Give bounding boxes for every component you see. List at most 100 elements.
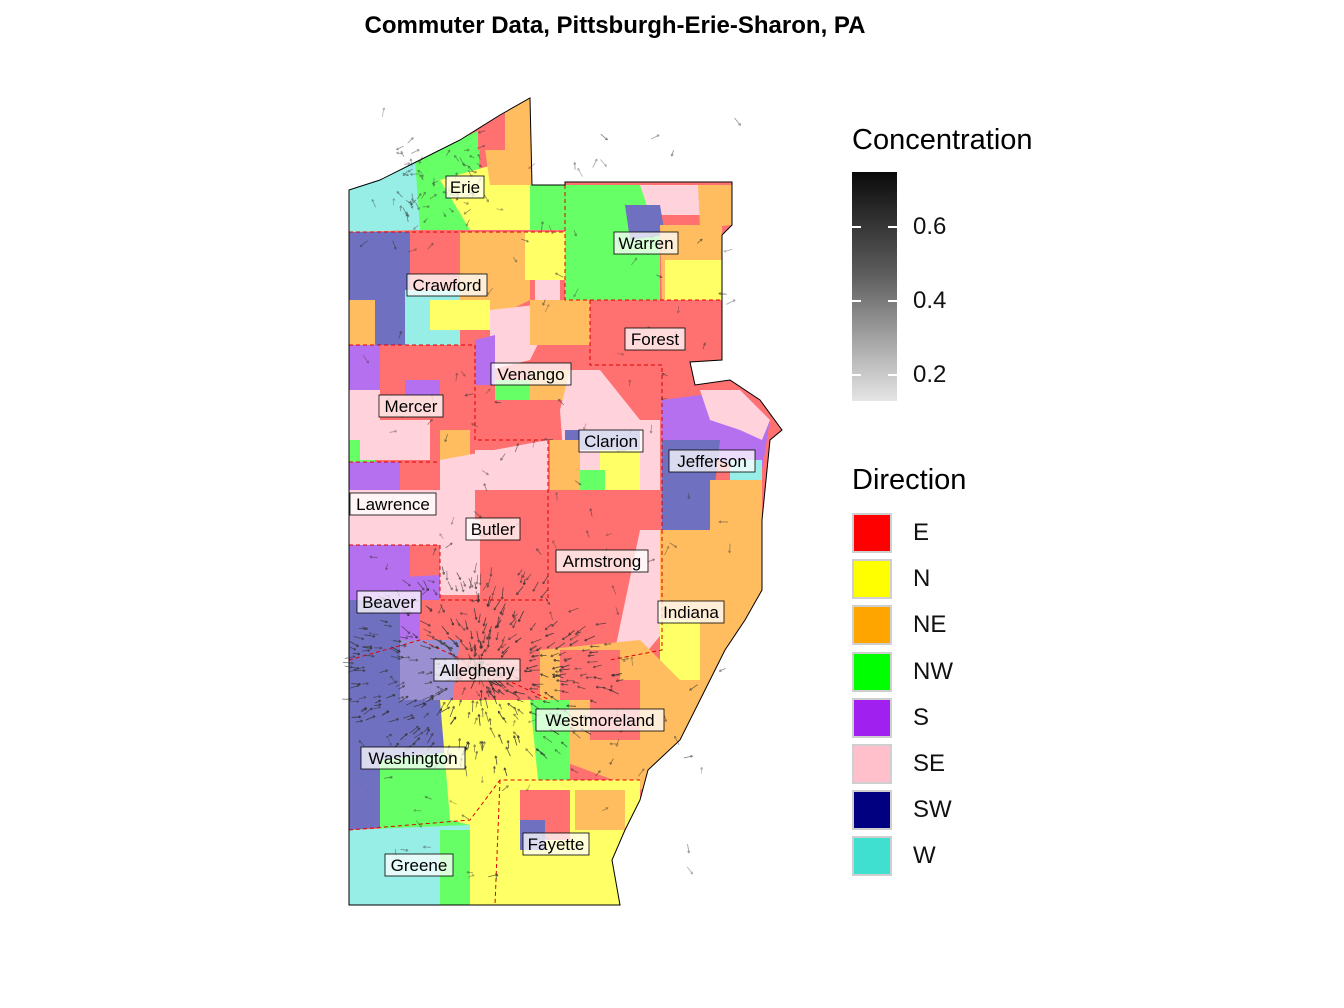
commute-arrow	[463, 208, 472, 215]
commute-arrow	[566, 704, 577, 708]
commute-arrow	[551, 620, 558, 627]
commute-arrow	[349, 641, 359, 647]
commute-arrow	[696, 238, 703, 244]
commute-arrow	[421, 191, 426, 199]
commute-arrow	[489, 727, 496, 738]
commute-arrow	[432, 177, 436, 187]
commute-arrow	[460, 582, 465, 593]
commute-arrow	[350, 700, 360, 703]
commute-arrow	[565, 679, 575, 683]
commute-arrow	[683, 754, 693, 759]
colorbar-tick-label: 0.6	[913, 213, 947, 240]
commute-arrow	[455, 618, 461, 627]
commute-arrow	[544, 691, 553, 699]
commute-arrow	[406, 699, 418, 706]
commute-arrow	[595, 685, 606, 689]
direction-key-e	[852, 513, 892, 553]
commute-arrow	[465, 219, 470, 227]
county-label-armstrong: Armstrong	[555, 549, 649, 573]
commute-arrow	[718, 292, 727, 296]
commute-arrow	[412, 633, 418, 639]
commute-arrow	[561, 690, 569, 694]
commute-arrow	[628, 379, 632, 387]
commute-arrow	[512, 620, 517, 629]
county-label-fayette: Fayette	[522, 832, 590, 856]
commute-arrow	[415, 202, 420, 211]
commute-arrow	[587, 654, 595, 658]
commute-arrow	[505, 746, 511, 757]
commute-arrow	[516, 698, 524, 703]
commute-arrow	[485, 388, 491, 394]
commute-arrow	[358, 740, 365, 747]
commute-arrow	[610, 673, 621, 677]
commute-arrow	[577, 167, 583, 177]
commute-arrow	[409, 725, 419, 734]
commute-arrow	[728, 543, 732, 554]
commute-arrow	[365, 715, 376, 721]
commute-arrow	[506, 682, 514, 688]
commute-arrow	[572, 680, 580, 684]
svg-text:Mercer: Mercer	[385, 397, 438, 416]
commute-arrow	[602, 807, 609, 812]
commute-arrow	[482, 634, 486, 644]
commute-arrow	[437, 604, 443, 614]
commute-arrow	[422, 845, 431, 849]
commute-arrow	[526, 573, 532, 581]
commute-arrow	[615, 607, 620, 616]
commute-arrow	[574, 480, 582, 486]
commute-arrow	[479, 740, 483, 752]
svg-text:Clarion: Clarion	[584, 432, 638, 451]
commute-arrow	[374, 646, 383, 650]
commute-arrow	[609, 758, 614, 765]
svg-text:Greene: Greene	[391, 856, 448, 875]
commute-arrow	[550, 652, 559, 658]
commute-arrow	[402, 579, 411, 587]
commute-arrow	[458, 699, 462, 706]
commute-arrow	[466, 870, 474, 874]
concentration-legend-title: Concentration	[852, 124, 1033, 156]
commute-arrow	[417, 170, 423, 174]
commute-arrow	[553, 658, 560, 662]
commute-arrow	[363, 707, 373, 716]
commute-arrow	[471, 423, 479, 428]
commute-arrow	[413, 809, 422, 812]
county-label-erie: Erie	[445, 175, 485, 199]
commute-arrow	[449, 800, 457, 805]
commute-arrow	[396, 191, 403, 198]
commute-arrow	[430, 692, 441, 699]
commute-arrow	[544, 623, 552, 631]
commute-arrow	[402, 172, 409, 177]
commute-arrow	[424, 795, 432, 800]
commute-arrow	[500, 643, 507, 649]
commute-arrow	[480, 776, 484, 784]
commute-arrow	[517, 708, 524, 715]
commute-arrow	[542, 575, 549, 585]
commute-arrow	[469, 641, 473, 652]
county-label-forest: Forest	[624, 327, 686, 351]
commute-arrow	[617, 656, 626, 662]
commute-arrow	[362, 355, 370, 364]
commute-arrow	[552, 665, 563, 670]
commute-arrow	[410, 172, 420, 176]
commute-arrow	[463, 201, 469, 205]
commute-arrow	[661, 372, 668, 377]
commute-arrow	[479, 698, 483, 707]
commute-arrow	[362, 649, 371, 653]
direction-key-label: N	[913, 565, 931, 593]
commute-arrow	[484, 711, 490, 723]
commute-arrow	[395, 145, 404, 151]
commute-arrow	[686, 866, 694, 875]
commute-arrow	[426, 634, 435, 639]
commute-arrow	[412, 727, 421, 735]
commute-arrow	[532, 683, 541, 688]
commute-arrow	[539, 653, 547, 657]
commute-arrow	[503, 767, 508, 777]
colorbar-tick-label: 0.4	[913, 287, 947, 314]
commute-arrow	[486, 595, 491, 607]
county-label-lawrence: Lawrence	[349, 492, 437, 516]
svg-text:Forest: Forest	[631, 330, 679, 349]
commute-arrow	[389, 429, 398, 433]
commute-arrow	[530, 702, 540, 710]
commute-arrow	[475, 574, 479, 585]
